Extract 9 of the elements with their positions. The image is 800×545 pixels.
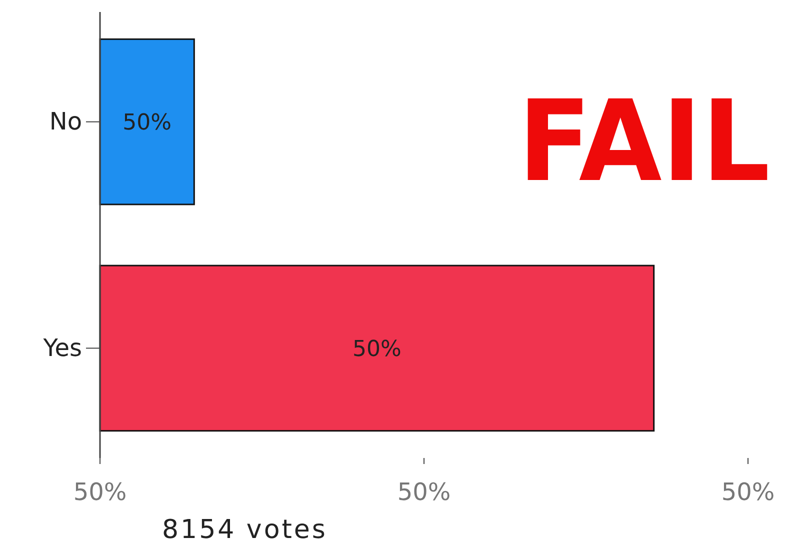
annotation: 50% [352,336,402,362]
text: 50% [397,478,451,506]
annotation: 50% [122,110,172,136]
annotation: FAIL [518,77,782,207]
text: 50% [721,478,775,506]
text: 8154 votes [162,515,328,545]
y-tick-label: Yes [42,334,82,362]
text: 50% [73,478,127,506]
y-tick-label: No [49,107,82,136]
